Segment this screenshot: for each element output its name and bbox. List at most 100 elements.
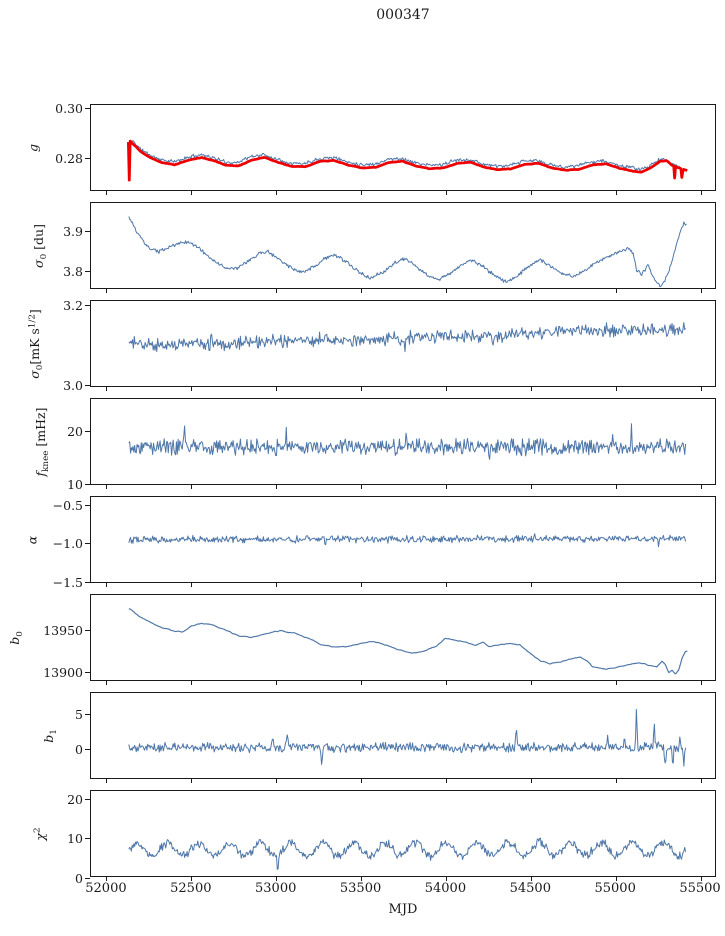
plot-panel-sigma0_mK: 3.0 3.2	[63, 298, 716, 393]
y-tick-label: 5	[75, 706, 83, 722]
plot-area-alpha	[128, 533, 687, 548]
x-tick-mark	[106, 779, 108, 783]
y-tick-label: 3.9	[63, 224, 83, 240]
y-axis-label-b0: b0	[7, 630, 25, 645]
chart-title: 000347	[376, 7, 430, 23]
x-tick-mark	[615, 387, 617, 391]
plot-area-fknee	[128, 423, 687, 460]
y-tick-mark	[85, 431, 90, 433]
y-tick-mark	[85, 672, 90, 674]
x-tick-mark	[276, 191, 278, 195]
x-tick-mark	[361, 289, 363, 293]
y-tick-mark	[85, 877, 90, 879]
x-tick-mark	[615, 877, 617, 881]
x-tick-mark	[445, 779, 447, 783]
x-tick-mark	[106, 877, 108, 881]
x-tick-mark	[445, 877, 447, 881]
y-tick-label: 0.30	[55, 100, 83, 116]
x-tick-label: 54000	[424, 881, 467, 896]
plot-area-g	[126, 139, 688, 182]
x-tick-mark	[191, 485, 193, 489]
x-tick-mark	[700, 289, 702, 293]
y-axis-label-sigma0_du: σ0 [du]	[31, 223, 49, 268]
x-tick-label: 53000	[255, 881, 297, 896]
y-tick-label: 0	[75, 870, 83, 886]
x-tick-mark	[191, 387, 193, 391]
x-tick-mark	[191, 681, 193, 685]
x-tick-mark	[700, 779, 702, 783]
x-tick-mark	[615, 191, 617, 195]
x-tick-mark	[530, 681, 532, 685]
x-tick-mark	[276, 289, 278, 293]
x-tick-mark	[445, 387, 447, 391]
y-tick-mark	[85, 543, 90, 545]
series-line-sigma0-du	[128, 216, 687, 288]
x-tick-mark	[700, 191, 702, 195]
plot-panel-fknee: 10 20	[67, 398, 716, 492]
y-tick-label: 10	[67, 831, 83, 847]
y-tick-mark	[85, 158, 90, 160]
y-tick-label: 3.2	[63, 297, 83, 313]
x-tick-mark	[276, 779, 278, 783]
y-tick-label: 3.0	[63, 377, 83, 393]
y-tick-label: 3.8	[63, 263, 83, 279]
x-tick-mark	[191, 583, 193, 587]
x-tick-mark	[106, 289, 108, 293]
x-tick-mark	[615, 583, 617, 587]
x-tick-mark	[276, 681, 278, 685]
plot-panel-b0: 13900 13950	[43, 594, 716, 685]
x-tick-mark	[191, 877, 193, 881]
y-tick-label: 13950	[43, 623, 83, 639]
y-tick-mark	[85, 581, 90, 583]
y-tick-label: 20	[67, 792, 83, 808]
x-tick-mark	[700, 485, 702, 489]
x-tick-mark	[361, 583, 363, 587]
y-tick-label: −0.5	[52, 497, 83, 513]
y-tick-label: −1.0	[52, 536, 83, 552]
series-line-fknee	[128, 423, 687, 460]
x-tick-mark	[361, 877, 363, 881]
x-tick-label: 52500	[170, 881, 212, 896]
y-tick-mark	[85, 630, 90, 632]
y-axis-label-g: g	[25, 143, 41, 152]
y-tick-mark	[85, 713, 90, 715]
x-tick-mark	[530, 779, 532, 783]
plot-panel-alpha: −0.5 −1.0 −1.5	[53, 496, 716, 590]
y-axis-label-fknee: fknee [mHz]	[33, 406, 51, 477]
series-line-b0	[128, 608, 688, 675]
y-tick-mark	[85, 270, 90, 272]
x-tick-mark	[615, 681, 617, 685]
plot-area-sigma0_du	[128, 216, 687, 288]
series-line-sigma0-mK	[128, 322, 687, 353]
y-tick-mark	[85, 384, 90, 386]
x-tick-mark	[276, 485, 278, 489]
x-tick-mark	[445, 583, 447, 587]
x-tick-mark	[276, 387, 278, 391]
plot-area-b1	[128, 708, 687, 767]
x-tick-mark	[445, 485, 447, 489]
y-tick-mark	[85, 231, 90, 233]
x-tick-mark	[191, 191, 193, 195]
x-tick-mark	[106, 191, 108, 195]
x-tick-mark	[361, 779, 363, 783]
x-tick-mark	[106, 387, 108, 391]
y-tick-label: −1.5	[52, 574, 83, 590]
x-tick-mark	[700, 877, 702, 881]
series-line-b1	[128, 708, 687, 767]
x-tick-mark	[615, 289, 617, 293]
x-tick-mark	[276, 583, 278, 587]
x-axis-label: MJD	[388, 902, 418, 917]
y-tick-label: 0	[75, 741, 83, 757]
y-tick-mark	[85, 107, 90, 109]
y-tick-mark	[85, 484, 90, 486]
x-tick-mark	[445, 681, 447, 685]
plot-panel-sigma0_du: 3.8 3.9	[63, 202, 716, 293]
y-tick-mark	[85, 838, 90, 840]
plot-area-chi2	[128, 837, 687, 870]
x-tick-mark	[615, 485, 617, 489]
x-tick-mark	[106, 681, 108, 685]
x-tick-mark	[530, 485, 532, 489]
y-tick-label: 0.28	[55, 151, 83, 167]
y-axis-label-alpha: α	[24, 535, 40, 544]
